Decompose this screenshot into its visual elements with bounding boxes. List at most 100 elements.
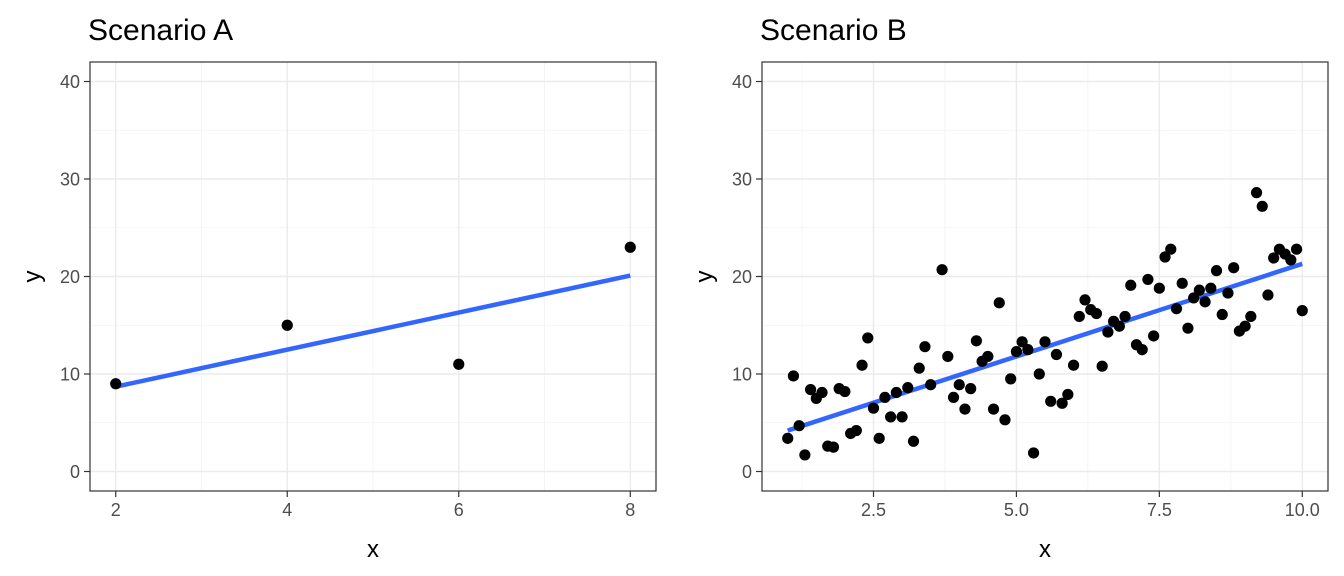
data-point bbox=[1033, 368, 1045, 380]
data-point bbox=[953, 379, 965, 391]
data-point bbox=[1285, 254, 1297, 266]
data-point bbox=[970, 335, 982, 347]
data-point bbox=[1062, 388, 1074, 401]
y-tick-label: 40 bbox=[732, 72, 752, 92]
data-point bbox=[890, 386, 902, 399]
y-axis-title: y bbox=[691, 271, 718, 283]
y-tick-label: 40 bbox=[60, 72, 80, 92]
axis-ticks: 2.5 5.0 7.5 10.0 0 10 20 30 40 bbox=[732, 72, 1320, 520]
data-point bbox=[1205, 282, 1217, 294]
data-point bbox=[902, 382, 914, 394]
data-point bbox=[1216, 308, 1228, 321]
data-point bbox=[1262, 289, 1274, 301]
data-point bbox=[804, 384, 817, 396]
x-tick-label: 10.0 bbox=[1285, 500, 1320, 520]
data-point bbox=[1170, 303, 1183, 315]
data-point bbox=[965, 383, 977, 395]
data-point bbox=[1165, 243, 1177, 255]
data-point bbox=[1119, 310, 1131, 323]
data-point bbox=[1193, 284, 1205, 296]
data-point bbox=[1153, 282, 1165, 294]
data-point bbox=[110, 378, 122, 390]
scatter-points bbox=[110, 241, 636, 390]
data-point bbox=[982, 350, 994, 363]
data-point bbox=[1090, 307, 1103, 320]
data-point bbox=[913, 362, 925, 374]
gridlines bbox=[762, 62, 1328, 491]
data-point bbox=[1113, 320, 1125, 332]
data-point bbox=[1016, 336, 1028, 348]
data-point bbox=[925, 379, 937, 391]
data-point bbox=[827, 441, 840, 453]
data-point bbox=[1039, 336, 1051, 348]
data-point bbox=[1079, 294, 1091, 306]
x-tick-label: 6 bbox=[454, 500, 464, 520]
data-point bbox=[816, 386, 828, 399]
y-tick-label: 30 bbox=[60, 170, 80, 190]
data-point bbox=[867, 402, 880, 414]
x-tick-label: 8 bbox=[625, 500, 635, 520]
data-point bbox=[907, 435, 920, 447]
data-point bbox=[1050, 348, 1063, 361]
data-point bbox=[787, 370, 800, 382]
data-point bbox=[999, 414, 1011, 426]
data-point bbox=[839, 385, 851, 398]
x-axis-title: x bbox=[367, 536, 379, 563]
x-axis-title: x bbox=[1039, 536, 1051, 563]
data-point bbox=[1073, 310, 1085, 323]
data-point bbox=[885, 411, 897, 423]
data-point bbox=[942, 350, 954, 363]
data-point bbox=[1268, 252, 1280, 264]
data-point bbox=[862, 332, 874, 344]
data-point bbox=[1250, 187, 1263, 199]
data-point bbox=[624, 241, 636, 253]
data-point bbox=[1067, 359, 1080, 371]
data-point bbox=[993, 297, 1005, 309]
data-point bbox=[1239, 320, 1251, 332]
data-point bbox=[1102, 326, 1114, 338]
data-point bbox=[782, 432, 794, 444]
data-point bbox=[896, 411, 908, 423]
data-point bbox=[1256, 200, 1268, 212]
data-point bbox=[1199, 296, 1211, 308]
data-point bbox=[799, 449, 811, 461]
data-point bbox=[1182, 322, 1194, 334]
x-tick-label: 5.0 bbox=[1004, 500, 1029, 520]
scatter-points bbox=[782, 187, 1308, 461]
data-point bbox=[793, 420, 805, 432]
data-point bbox=[1148, 330, 1160, 342]
data-point bbox=[1210, 265, 1223, 277]
data-point bbox=[879, 391, 891, 403]
panel-title: Scenario A bbox=[88, 14, 233, 47]
data-point bbox=[850, 424, 862, 437]
y-tick-label: 20 bbox=[732, 267, 752, 287]
data-point bbox=[1045, 395, 1057, 407]
data-point bbox=[281, 319, 293, 331]
data-point bbox=[947, 391, 960, 403]
y-tick-label: 20 bbox=[60, 267, 80, 287]
x-tick-label: 4 bbox=[282, 500, 292, 520]
data-point bbox=[1096, 360, 1108, 372]
data-point bbox=[873, 432, 885, 444]
data-point bbox=[1290, 243, 1303, 255]
x-tick-label: 2.5 bbox=[861, 500, 886, 520]
data-point bbox=[936, 264, 948, 276]
data-point bbox=[1228, 262, 1240, 274]
gridlines bbox=[90, 62, 656, 491]
x-tick-label: 7.5 bbox=[1147, 500, 1172, 520]
panel-title: Scenario B bbox=[760, 14, 907, 47]
data-point bbox=[1005, 373, 1017, 385]
y-tick-label: 0 bbox=[70, 462, 80, 482]
y-tick-label: 10 bbox=[60, 365, 80, 385]
data-point bbox=[1296, 305, 1308, 317]
data-point bbox=[1056, 397, 1068, 409]
data-point bbox=[919, 341, 931, 353]
axis-ticks: 2 4 6 8 0 10 20 30 40 bbox=[60, 72, 635, 520]
data-point bbox=[1027, 447, 1040, 459]
data-point bbox=[1142, 273, 1154, 286]
data-point bbox=[1245, 310, 1257, 323]
data-point bbox=[856, 359, 868, 371]
y-tick-label: 0 bbox=[742, 462, 752, 482]
y-tick-label: 30 bbox=[732, 170, 752, 190]
